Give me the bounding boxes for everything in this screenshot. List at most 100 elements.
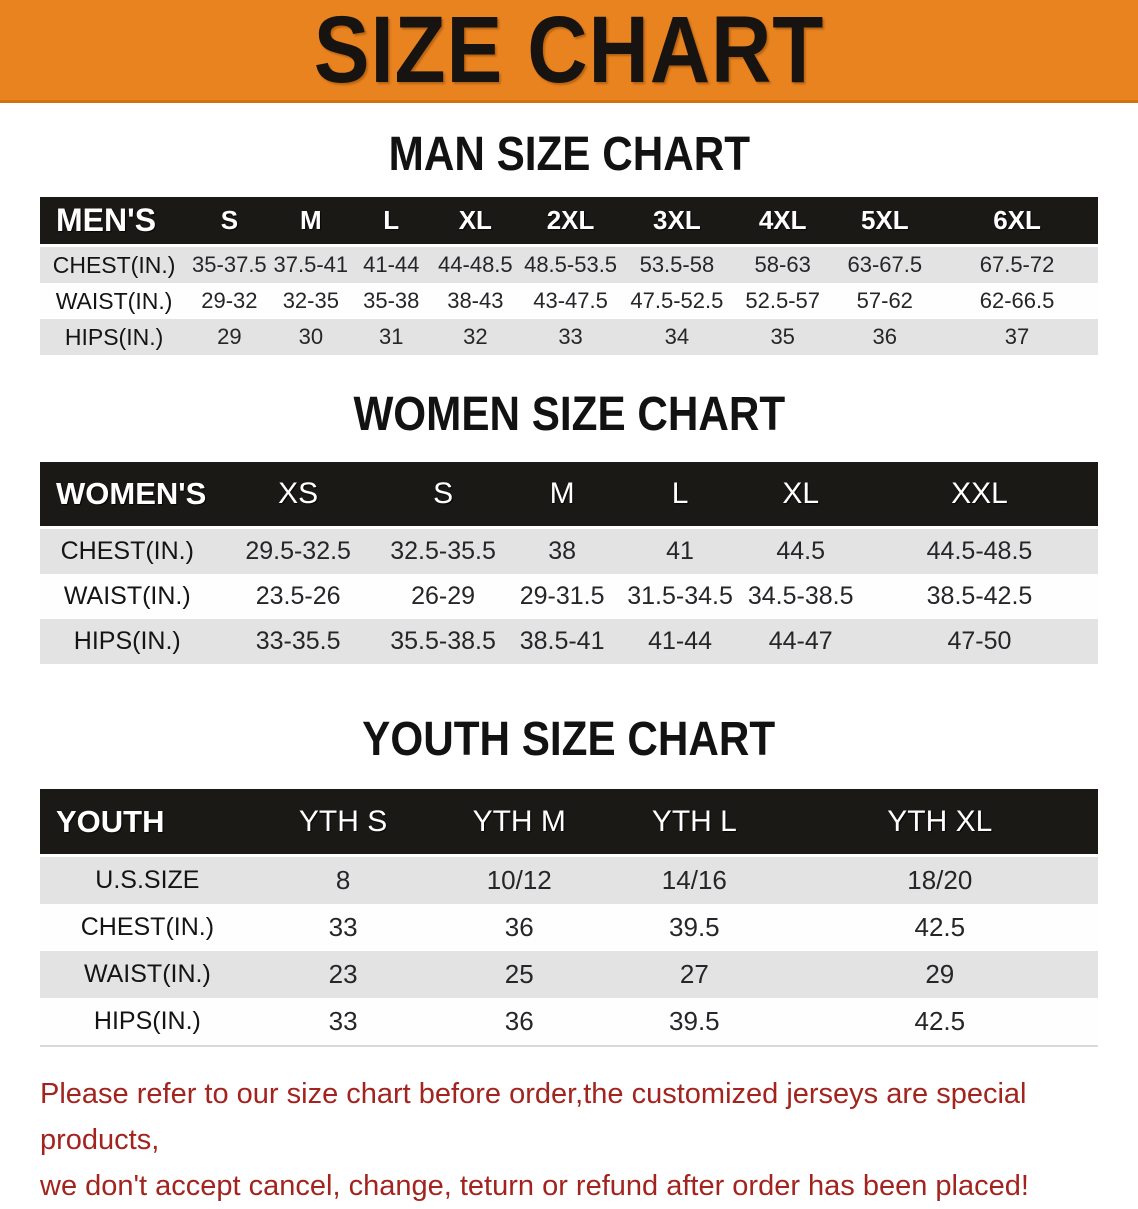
measurement-value: 34.5-38.5 (740, 574, 861, 619)
measurement-value: 62-66.5 (936, 283, 1098, 319)
size-column-header: XXL (860, 462, 1098, 529)
size-chart-banner: SIZE CHART (0, 0, 1138, 103)
size-column-header: S (381, 462, 505, 529)
measurement-value: 67.5-72 (936, 245, 1098, 283)
measurement-value: 36 (431, 904, 608, 951)
measurement-value: 33 (519, 319, 622, 355)
measurement-value: 35-38 (351, 283, 432, 319)
youth-section-title-text: YOUTH SIZE CHART (362, 713, 776, 766)
measurement-value: 18/20 (781, 855, 1098, 904)
measurement-value: 31 (351, 319, 432, 355)
measurement-value: 32.5-35.5 (381, 527, 505, 574)
measurement-value: 37.5-41 (270, 245, 352, 283)
size-column-header: XL (431, 197, 520, 247)
measurement-label: HIPS(IN.) (40, 998, 255, 1046)
measurement-value: 44-48.5 (431, 245, 520, 283)
measurement-value: 14/16 (607, 855, 782, 904)
measurement-label: HIPS(IN.) (40, 619, 215, 664)
measurement-row: WAIST(IN.) 23 25 27 29 (40, 951, 1098, 998)
table-title-cell: YOUTH (40, 789, 255, 857)
measurement-value: 41-44 (351, 245, 432, 283)
women-section-title: WOMEN SIZE CHART (0, 389, 1138, 441)
youth-section-title: YOUTH SIZE CHART (0, 714, 1138, 766)
size-header-row: MEN'S S M L XL 2XL 3XL 4XL 5XL 6XL (40, 197, 1098, 247)
measurement-value: 48.5-53.5 (519, 245, 622, 283)
measurement-value: 63-67.5 (833, 245, 937, 283)
measurement-row: HIPS(IN.) 33-35.5 35.5-38.5 38.5-41 41-44 44-… (40, 619, 1098, 664)
measurement-value: 44.5-48.5 (860, 527, 1098, 574)
size-column-header: 2XL (519, 197, 622, 247)
measurement-value: 41 (619, 527, 741, 574)
order-policy-note: Please refer to our size chart before or… (40, 1071, 1100, 1209)
measurement-value: 35-37.5 (188, 245, 271, 283)
measurement-label: CHEST(IN.) (40, 904, 255, 951)
measurement-label: U.S.SIZE (40, 855, 255, 904)
measurement-value: 57-62 (833, 283, 937, 319)
measurement-value: 35.5-38.5 (381, 619, 505, 664)
measurement-label: WAIST(IN.) (40, 574, 215, 619)
size-header-row: WOMEN'S XS S M L XL XXL (40, 462, 1098, 529)
measurement-value: 44-47 (740, 619, 861, 664)
measurement-value: 39.5 (607, 904, 782, 951)
measurement-value: 34 (621, 319, 732, 355)
measurement-value: 38.5-41 (504, 619, 620, 664)
measurement-label: CHEST(IN.) (40, 527, 215, 574)
measurement-value: 29-32 (188, 283, 271, 319)
measurement-value: 23 (254, 951, 432, 998)
order-policy-line-2: we don't accept cancel, change, teturn o… (40, 1170, 1029, 1202)
measurement-value: 29.5-32.5 (214, 527, 382, 574)
measurement-value: 38-43 (431, 283, 520, 319)
banner-title: SIZE CHART (313, 0, 825, 103)
measurement-value: 58-63 (731, 245, 834, 283)
measurement-value: 35 (731, 319, 834, 355)
size-column-header: YTH S (254, 789, 432, 857)
measurement-value: 47.5-52.5 (621, 283, 732, 319)
measurement-row: HIPS(IN.) 29 30 31 32 33 34 35 36 37 (40, 319, 1098, 355)
measurement-value: 33 (254, 904, 432, 951)
measurement-row: WAIST(IN.) 29-32 32-35 35-38 38-43 43-47.5 47.… (40, 283, 1098, 319)
measurement-row: CHEST(IN.) 33 36 39.5 42.5 (40, 904, 1098, 951)
measurement-value: 8 (254, 855, 432, 904)
size-column-header: L (619, 462, 741, 529)
size-column-header: XS (214, 462, 382, 529)
measurement-value: 44.5 (740, 527, 861, 574)
men-size-table: MEN'S S M L XL 2XL 3XL 4XL 5XL 6XL CHEST(IN.) 35-37… (40, 197, 1098, 355)
measurement-value: 37 (936, 319, 1098, 355)
measurement-value: 29 (781, 951, 1098, 998)
measurement-value: 38.5-42.5 (860, 574, 1098, 619)
size-column-header: S (188, 197, 271, 247)
measurement-row: CHEST(IN.) 35-37.5 37.5-41 41-44 44-48.5 48.5… (40, 245, 1098, 283)
measurement-value: 47-50 (860, 619, 1098, 664)
measurement-value: 41-44 (619, 619, 741, 664)
measurement-value: 42.5 (781, 904, 1098, 951)
size-column-header: 4XL (731, 197, 834, 247)
size-column-header: L (351, 197, 432, 247)
table-title-cell: WOMEN'S (40, 462, 215, 529)
measurement-value: 30 (270, 319, 352, 355)
measurement-value: 26-29 (381, 574, 505, 619)
measurement-label: WAIST(IN.) (40, 951, 255, 998)
measurement-value: 39.5 (607, 998, 782, 1046)
measurement-row: U.S.SIZE 8 10/12 14/16 18/20 (40, 855, 1098, 904)
youth-size-table: YOUTH YTH S YTH M YTH L YTH XL U.S.SIZE 8 10/12… (40, 789, 1098, 1047)
measurement-value: 23.5-26 (214, 574, 382, 619)
measurement-value: 33 (254, 998, 432, 1046)
size-column-header: 5XL (833, 197, 937, 247)
measurement-value: 27 (607, 951, 782, 998)
size-column-header: M (504, 462, 620, 529)
women-size-table: WOMEN'S XS S M L XL XXL CHEST(IN.) 29.5-32.5 32.5… (40, 462, 1098, 664)
measurement-value: 43-47.5 (519, 283, 622, 319)
measurement-row: HIPS(IN.) 33 36 39.5 42.5 (40, 998, 1098, 1046)
size-column-header: YTH XL (781, 789, 1098, 857)
measurement-value: 36 (431, 998, 608, 1046)
measurement-value: 32-35 (270, 283, 352, 319)
measurement-value: 29-31.5 (504, 574, 620, 619)
measurement-value: 36 (833, 319, 937, 355)
measurement-row: WAIST(IN.) 23.5-26 26-29 29-31.5 31.5-34.5 34… (40, 574, 1098, 619)
man-section-title: MAN SIZE CHART (0, 129, 1138, 181)
measurement-value: 53.5-58 (621, 245, 732, 283)
size-column-header: M (270, 197, 352, 247)
measurement-label: CHEST(IN.) (40, 245, 189, 283)
women-section-title-text: WOMEN SIZE CHART (353, 388, 785, 441)
size-column-header: 6XL (936, 197, 1098, 247)
